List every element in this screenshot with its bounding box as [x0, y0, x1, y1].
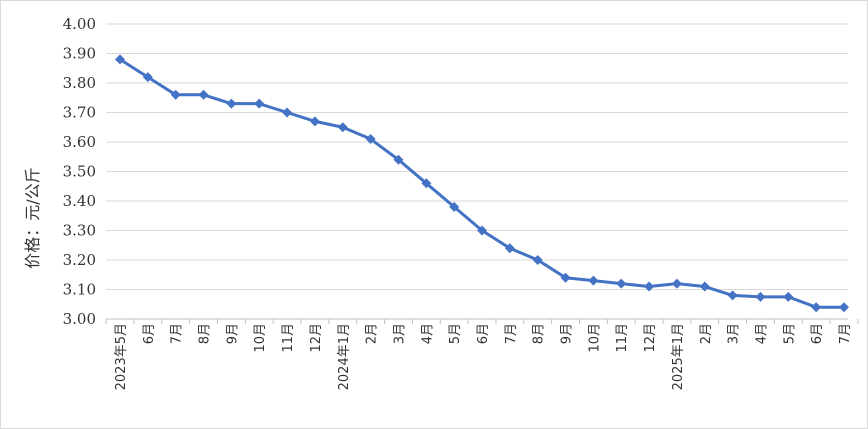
x-axis	[105, 318, 859, 324]
data-point-marker	[393, 154, 404, 165]
data-point-marker	[226, 98, 237, 109]
x-tick-label: 5月	[448, 323, 463, 344]
data-point-marker	[170, 89, 181, 100]
data-point-marker	[309, 116, 320, 127]
y-tick-label: 3.70	[63, 104, 96, 122]
data-point-marker	[504, 243, 515, 254]
x-tick-label: 4月	[754, 323, 769, 344]
x-tick-label: 2024年1月	[337, 323, 352, 390]
x-tick-label: 4月	[420, 323, 435, 344]
x-tick-label: 11月	[281, 323, 296, 353]
data-point-marker	[421, 178, 432, 189]
data-point-marker	[115, 54, 125, 65]
x-tick-label: 11月	[615, 323, 630, 353]
x-tick-label: 9月	[560, 323, 575, 344]
y-axis-ticks: 3.00 3.10 3.20 3.30 3.40 3.50 3.60 3.70 3.80 3.90…	[63, 15, 96, 328]
y-tick-label: 4.00	[63, 15, 96, 33]
x-tick-label: 6月	[476, 323, 491, 344]
series-line	[119, 58, 844, 309]
x-tick-label: 7月	[838, 323, 853, 344]
x-tick-label: 5月	[782, 323, 797, 344]
x-tick-label: 2月	[365, 323, 380, 344]
data-point-marker	[254, 98, 265, 109]
y-tick-label: 3.40	[63, 192, 96, 210]
data-point-marker	[142, 72, 153, 83]
grid-lines	[106, 23, 848, 290]
data-point-marker	[755, 291, 766, 302]
x-tick-label: 7月	[170, 323, 185, 344]
series	[115, 54, 849, 313]
data-point-marker	[365, 134, 376, 145]
y-tick-label: 3.20	[63, 251, 96, 269]
data-point-marker	[811, 302, 822, 313]
data-point-marker	[560, 272, 571, 283]
x-tick-label: 8月	[198, 323, 213, 344]
data-point-marker	[671, 278, 682, 289]
data-point-marker	[616, 278, 627, 289]
data-point-marker	[727, 290, 738, 301]
data-point-marker	[449, 201, 460, 212]
x-tick-label: 2月	[699, 323, 714, 344]
y-tick-label: 3.90	[63, 45, 96, 63]
x-tick-label: 10月	[587, 323, 602, 353]
data-point-marker	[644, 281, 655, 292]
x-tick-label: 8月	[532, 323, 547, 344]
y-tick-label: 3.60	[63, 133, 96, 151]
x-tick-label: 2025年1月	[671, 323, 686, 390]
data-point-marker	[477, 225, 487, 236]
x-tick-label: 12月	[643, 323, 658, 353]
data-point-marker	[337, 122, 348, 133]
x-tick-label: 2023年5月	[114, 323, 129, 390]
y-axis-title: 价格：元/公斤	[23, 167, 42, 268]
data-point-marker	[783, 291, 794, 302]
data-point-marker	[282, 107, 293, 118]
x-tick-label: 3月	[392, 323, 407, 344]
x-axis-ticks: 2023年5月 6月 7月 8月 9月 10月 11月 12月 2024年1月 2月 3月 4月 5月 6…	[114, 323, 853, 390]
y-tick-label: 3.00	[63, 310, 96, 328]
y-tick-label: 3.30	[63, 222, 96, 240]
x-tick-label: 6月	[142, 323, 157, 344]
y-tick-label: 3.80	[63, 74, 96, 92]
data-point-marker	[839, 302, 849, 313]
y-tick-label: 3.50	[63, 163, 96, 181]
x-tick-label: 12月	[309, 323, 324, 353]
data-point-marker	[699, 281, 710, 292]
data-point-marker	[532, 255, 543, 265]
x-tick-label: 3月	[727, 323, 742, 344]
x-tick-label: 10月	[253, 323, 268, 353]
x-tick-label: 6月	[810, 323, 825, 344]
data-point-marker	[198, 89, 209, 100]
x-tick-label: 9月	[225, 323, 240, 344]
x-tick-label: 7月	[504, 323, 519, 344]
y-tick-label: 3.10	[63, 281, 96, 299]
data-point-marker	[588, 275, 599, 286]
